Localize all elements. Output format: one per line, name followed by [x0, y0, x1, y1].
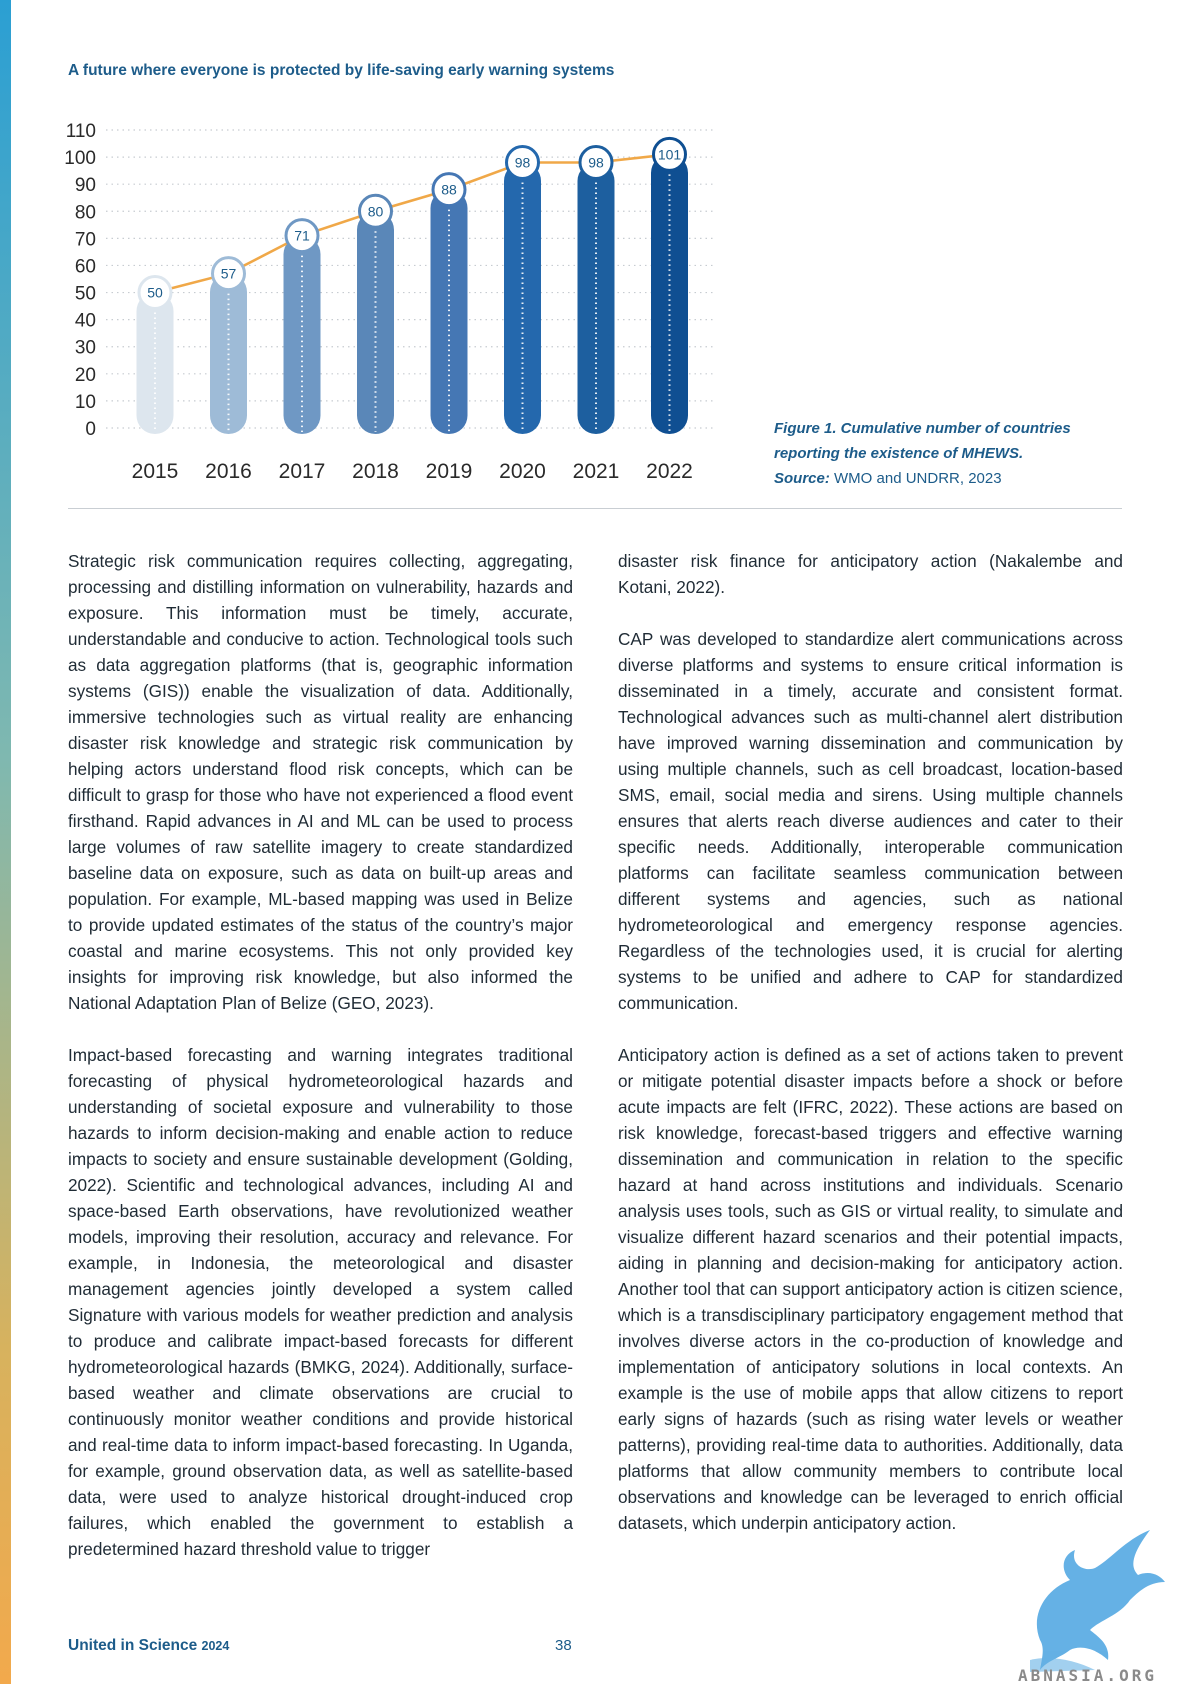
griffin-logo-icon [1030, 1530, 1165, 1672]
data-label: 98 [588, 155, 604, 171]
x-tick-label: 2022 [646, 460, 693, 483]
y-tick-label: 70 [75, 229, 96, 250]
y-tick-label: 20 [75, 365, 96, 386]
body-column-left: Strategic risk communication requires co… [68, 548, 573, 1588]
y-tick-label: 90 [75, 175, 96, 196]
data-label: 101 [658, 146, 682, 162]
value-bubble [505, 145, 540, 181]
figure-caption-line-2: reporting the existence of MHEWS. [774, 445, 1024, 462]
paragraph-anticipatory-action: Anticipatory action is defined as a set … [618, 1045, 1123, 1533]
body-column-right: disaster risk finance for anticipatory a… [618, 548, 1123, 1562]
footer-year: 2024 [201, 1639, 230, 1653]
y-tick-label: 10 [75, 392, 96, 413]
x-tick-label: 2017 [279, 460, 326, 483]
value-bubble [578, 145, 614, 181]
y-tick-label: 80 [75, 202, 96, 223]
paragraph-risk-communication: Strategic risk communication requires co… [68, 551, 573, 1013]
x-tick-label: 2019 [426, 460, 473, 483]
section-divider [68, 508, 1122, 509]
bar [430, 189, 468, 434]
value-bubble [431, 172, 467, 208]
value-bubble [284, 218, 320, 254]
x-tick-label: 2015 [132, 460, 179, 483]
y-tick-label: 30 [75, 338, 96, 359]
value-bubble [137, 275, 173, 311]
page-number: 38 [555, 1637, 572, 1654]
paragraph-impact-based-forecasting: Impact-based forecasting and warning int… [68, 1045, 573, 1559]
footer-publication-title: United in Science 2024 [68, 1637, 229, 1655]
x-tick-label: 2021 [573, 460, 620, 483]
bar [283, 235, 321, 434]
figure-caption: Figure 1. Cumulative number of countries… [774, 416, 1104, 491]
y-tick-label: 100 [64, 148, 96, 169]
y-tick-label: 60 [75, 256, 96, 277]
data-label: 71 [294, 228, 310, 244]
mhews-bar-chart: 0 10 20 30 40 50 60 70 80 90 100 110 50 57 71 80 88 98 98 1… [62, 108, 722, 498]
figure-source-text: WMO and UNDRR, 2023 [829, 470, 1002, 487]
value-bubble [652, 136, 687, 172]
data-label: 50 [147, 285, 163, 301]
data-label: 57 [221, 266, 237, 282]
figure-source-label: Source: [774, 470, 830, 487]
data-label: 98 [515, 155, 531, 171]
watermark-text: ABNASIA.ORG [1018, 1666, 1157, 1684]
y-tick-label: 40 [75, 311, 96, 332]
value-bubble [211, 256, 246, 292]
bar [651, 154, 688, 434]
y-tick-label: 110 [66, 121, 96, 142]
page-header-title: A future where everyone is protected by … [68, 62, 615, 79]
data-label: 80 [368, 203, 384, 219]
paragraph-continuation: disaster risk finance for anticipatory a… [618, 551, 1123, 597]
paragraph-cap: CAP was developed to standardize alert c… [618, 629, 1123, 1013]
value-bubble [358, 193, 393, 229]
figure-caption-line-1: Figure 1. Cumulative number of countries [774, 420, 1071, 437]
x-tick-label: 2020 [499, 460, 546, 483]
x-tick-label: 2016 [205, 460, 252, 483]
figure-source: Source: WMO and UNDRR, 2023 [774, 466, 1104, 491]
y-tick-label: 0 [85, 419, 96, 440]
y-tick-label: 50 [75, 284, 96, 305]
x-tick-label: 2018 [352, 460, 399, 483]
footer-title: United in Science [68, 1637, 198, 1654]
data-label: 88 [441, 182, 457, 198]
edge-color-stripe [0, 0, 11, 1684]
